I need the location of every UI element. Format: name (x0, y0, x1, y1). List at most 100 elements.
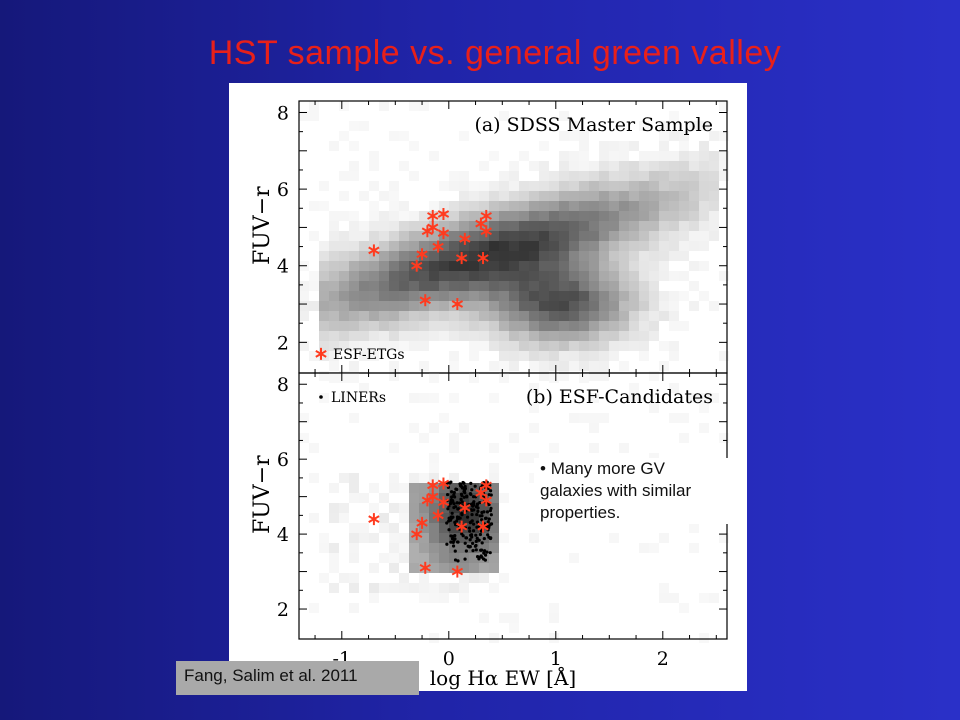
density-cell (679, 211, 689, 221)
density-cell (419, 483, 429, 493)
legend-marker-liners (319, 395, 323, 399)
density-cell (509, 191, 519, 201)
density-cell (459, 281, 469, 291)
liner-point (484, 516, 488, 520)
density-cell (529, 221, 539, 231)
density-cell (599, 241, 609, 251)
density-cell (389, 221, 399, 231)
density-cell (519, 453, 529, 463)
density-cell (459, 573, 469, 583)
density-cell (329, 301, 339, 311)
density-cell (649, 261, 659, 271)
density-cell (299, 413, 309, 423)
density-cell (299, 311, 309, 321)
legend-label-esf-etgs: ESF-ETGs (333, 347, 405, 363)
density-cell (639, 271, 649, 281)
density-cell (689, 231, 699, 241)
density-cell (429, 231, 439, 241)
density-cell (319, 241, 329, 251)
density-cell (519, 231, 529, 241)
density-cell (579, 201, 589, 211)
density-cell (499, 221, 509, 231)
density-cell (409, 563, 419, 573)
density-cell (409, 271, 419, 281)
density-cell (389, 241, 399, 251)
esf-etg-point (451, 300, 464, 308)
esf-etg-point (411, 261, 423, 270)
density-cell (629, 261, 639, 271)
density-cell (709, 161, 719, 171)
density-cell (409, 211, 419, 221)
density-cell (489, 583, 499, 593)
density-cell (699, 633, 709, 643)
density-cell (559, 321, 569, 331)
density-cell (679, 271, 689, 281)
liner-point (450, 511, 454, 515)
density-cell (559, 191, 569, 201)
density-cell (329, 211, 339, 221)
density-cell (569, 251, 579, 261)
density-cell (669, 131, 679, 141)
density-cell (469, 211, 479, 221)
density-cell (569, 341, 579, 351)
density-cell (599, 201, 609, 211)
density-cell (409, 171, 419, 181)
density-cell (369, 483, 379, 493)
density-cell (689, 201, 699, 211)
density-cell (649, 181, 659, 191)
density-cell (629, 301, 639, 311)
density-cell (639, 261, 649, 271)
density-cell (669, 413, 679, 423)
density-cell (659, 211, 669, 221)
density-cell (469, 271, 479, 281)
density-cell (319, 321, 329, 331)
density-cell (429, 473, 439, 483)
density-cell (369, 533, 379, 543)
density-cell (549, 361, 559, 371)
density-cell (389, 563, 399, 573)
density-cell (589, 423, 599, 433)
density-cell (569, 281, 579, 291)
liner-point (455, 519, 459, 523)
density-cell (349, 523, 359, 533)
density-cell (399, 321, 409, 331)
density-cell (449, 201, 459, 211)
density-cell (409, 513, 419, 523)
density-cell (529, 403, 539, 413)
density-cell (439, 583, 449, 593)
density-cell (669, 201, 679, 211)
density-cell (389, 341, 399, 351)
density-cell (589, 201, 599, 211)
density-cell (479, 161, 489, 171)
liner-point (482, 551, 486, 555)
density-cell (499, 361, 509, 371)
density-cell (629, 393, 639, 403)
density-cell (439, 563, 449, 573)
density-cell (609, 221, 619, 231)
density-cell (389, 321, 399, 331)
esf-etg-point (419, 296, 431, 305)
liner-point (468, 538, 472, 542)
density-cell (479, 191, 489, 201)
density-cell (589, 311, 599, 321)
density-cell (409, 291, 419, 301)
density-cell (539, 211, 549, 221)
density-cell (369, 563, 379, 573)
density-cell (379, 101, 389, 111)
density-cell (669, 171, 679, 181)
density-cell (409, 301, 419, 311)
figure-panel: 2 4 6 8 FUV−r (a) SDSS Master Sample ESF-ETGs 2… (229, 83, 747, 691)
density-cell (399, 161, 409, 171)
density-cell (319, 371, 329, 381)
density-cell (689, 121, 699, 131)
density-cell (429, 563, 439, 573)
density-cell (439, 201, 449, 211)
density-cell (639, 231, 649, 241)
density-cell (699, 241, 709, 251)
esf-etg-point (427, 223, 439, 232)
density-cell (649, 403, 659, 413)
y-tick-label: 2 (277, 332, 289, 354)
density-cell (719, 151, 729, 161)
density-cell (319, 261, 329, 271)
liner-point (465, 495, 469, 499)
